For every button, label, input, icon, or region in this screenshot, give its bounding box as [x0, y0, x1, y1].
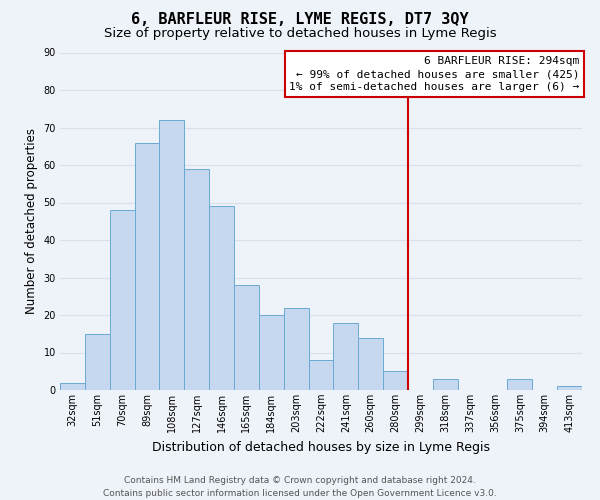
Bar — [134, 142, 160, 390]
Bar — [433, 379, 458, 390]
Bar — [383, 371, 408, 390]
Text: 6 BARFLEUR RISE: 294sqm
← 99% of detached houses are smaller (425)
1% of semi-de: 6 BARFLEUR RISE: 294sqm ← 99% of detache… — [289, 56, 580, 92]
Bar — [160, 120, 184, 390]
Bar — [358, 338, 383, 390]
Bar — [234, 285, 259, 390]
Bar — [259, 315, 284, 390]
Text: Size of property relative to detached houses in Lyme Regis: Size of property relative to detached ho… — [104, 28, 496, 40]
Bar — [334, 322, 358, 390]
Bar — [508, 379, 532, 390]
Bar — [557, 386, 582, 390]
Bar — [110, 210, 134, 390]
Bar — [60, 382, 85, 390]
Bar — [85, 334, 110, 390]
Bar — [209, 206, 234, 390]
Y-axis label: Number of detached properties: Number of detached properties — [25, 128, 38, 314]
Text: 6, BARFLEUR RISE, LYME REGIS, DT7 3QY: 6, BARFLEUR RISE, LYME REGIS, DT7 3QY — [131, 12, 469, 28]
Bar — [184, 169, 209, 390]
Text: Contains HM Land Registry data © Crown copyright and database right 2024.
Contai: Contains HM Land Registry data © Crown c… — [103, 476, 497, 498]
X-axis label: Distribution of detached houses by size in Lyme Regis: Distribution of detached houses by size … — [152, 440, 490, 454]
Bar — [284, 308, 308, 390]
Bar — [308, 360, 334, 390]
